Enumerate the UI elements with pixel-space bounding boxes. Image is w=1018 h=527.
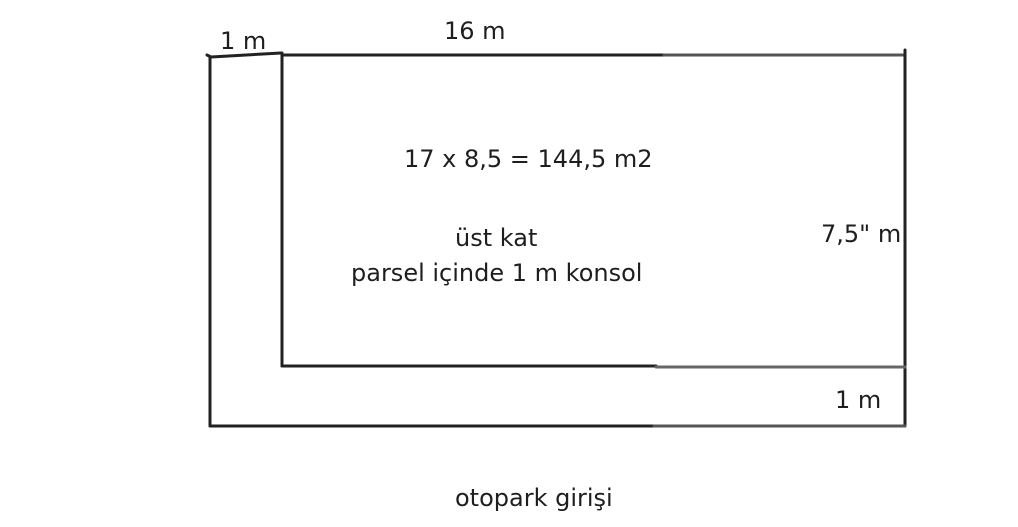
bottom-small-dimension: 1 m bbox=[835, 386, 882, 414]
top-small-dimension: 1 m bbox=[220, 27, 267, 55]
top-length-dimension: 16 m bbox=[444, 17, 506, 45]
area-formula: 17 x 8,5 = 144,5 m2 bbox=[404, 145, 653, 173]
floor-label: üst kat bbox=[455, 224, 538, 252]
right-height-dimension: 7,5" m bbox=[821, 220, 902, 248]
entrance-label: otopark girişi bbox=[455, 484, 613, 512]
cantilever-note: parsel içinde 1 m konsol bbox=[351, 259, 643, 287]
